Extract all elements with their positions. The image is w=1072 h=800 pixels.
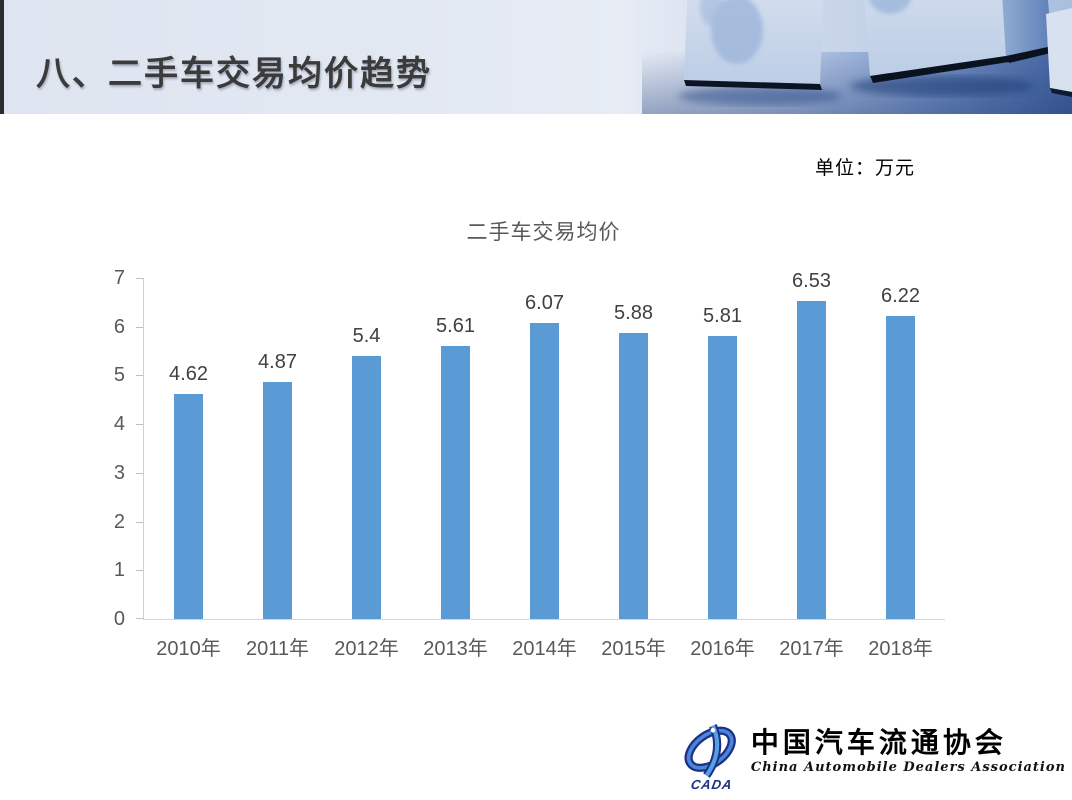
header-cubes-decoration — [642, 0, 1072, 114]
slide-title: 八、二手车交易均价趋势 — [36, 55, 432, 93]
bar-slot: 6.07 2014年 — [500, 278, 589, 660]
bar-slot: 5.81 2016年 — [678, 278, 767, 660]
bar-2012年 — [352, 356, 381, 619]
y-axis-tick-label: 6 — [113, 315, 125, 338]
bar-2010年 — [174, 394, 203, 619]
bar-value-label: 6.07 — [525, 292, 564, 314]
slide-header: 八、二手车交易均价趋势 — [0, 0, 1072, 114]
y-axis-tick-label: 4 — [113, 413, 125, 436]
cada-logo-text: 中国汽车流通协会 China Automobile Dealers Associ… — [750, 723, 1066, 776]
x-axis-label: 2016年 — [690, 638, 755, 660]
bar-2017年 — [797, 301, 826, 619]
x-axis-label: 2018年 — [868, 638, 933, 660]
cada-logo: CADA 中国汽车流通协会 China Automobile Dealers A… — [681, 723, 1066, 792]
bar-value-label: 4.62 — [169, 363, 208, 385]
y-axis-tick-label: 7 — [113, 267, 125, 289]
logo-en-name: China Automobile Dealers Association — [750, 760, 1066, 775]
bar-2018年 — [886, 316, 915, 619]
bar-value-label: 5.81 — [703, 305, 742, 327]
bar-slot: 6.53 2017年 — [767, 270, 856, 660]
bar-2015年 — [619, 333, 648, 619]
bar-value-label: 4.87 — [258, 351, 297, 373]
y-axis-tick-mark — [136, 375, 143, 377]
y-axis-tick-label: 5 — [113, 364, 125, 387]
x-axis-label: 2015年 — [601, 638, 666, 660]
bar-slot: 5.88 2015年 — [589, 278, 678, 660]
bar-slot: 6.22 2018年 — [856, 278, 945, 660]
cada-acronym-label: CADA — [689, 777, 734, 792]
x-axis-label: 2017年 — [779, 638, 844, 660]
y-axis-tick-mark — [136, 278, 143, 279]
x-axis-label: 2010年 — [156, 638, 221, 660]
x-axis-label: 2014年 — [512, 638, 577, 660]
header-left-strip — [0, 0, 4, 114]
plot-area: 4.62 2010年 4.87 2011年 5.4 2012年 5.61 2013年 6.07 2… — [136, 270, 945, 660]
x-axis-label: 2012年 — [334, 638, 399, 660]
y-axis-tick-label: 3 — [113, 461, 125, 484]
bar-value-label: 6.53 — [792, 270, 831, 292]
y-axis-tick-mark — [136, 472, 143, 474]
y-axis-tick-mark — [136, 521, 143, 523]
cada-logo-icon: CADA — [681, 723, 743, 792]
y-axis-tick-label: 1 — [113, 559, 125, 582]
y-axis-tick-mark — [136, 618, 143, 619]
bar-value-label: 5.61 — [436, 315, 475, 337]
bar-slot: 4.62 2010年 — [144, 278, 233, 660]
y-axis-tick-label: 0 — [113, 608, 125, 630]
bar-2011年 — [263, 382, 292, 619]
bar-slot: 5.61 2013年 — [411, 278, 500, 660]
chart-title: 二手车交易均价 — [466, 221, 621, 244]
unit-label: 单位：万元 — [815, 158, 916, 179]
bar-slot: 4.87 2011年 — [233, 278, 322, 660]
y-axis-tick-mark — [136, 326, 143, 328]
y-axis-tick-mark — [136, 570, 143, 572]
bar-2016年 — [708, 336, 737, 619]
y-axis-labels: 0 1 2 3 4 5 6 7 — [93, 267, 133, 630]
y-axis-tick-label: 2 — [113, 510, 125, 533]
bar-slot: 5.4 2012年 — [322, 278, 411, 660]
x-axis-label: 2013年 — [423, 638, 488, 660]
x-axis-label: 2011年 — [245, 638, 309, 660]
bar-2013年 — [441, 346, 470, 619]
logo-cn-name: 中国汽车流通协会 — [750, 726, 1007, 759]
bar-value-label: 6.22 — [881, 285, 920, 307]
bar-value-label: 5.88 — [614, 302, 653, 324]
bar-2014年 — [530, 323, 559, 619]
bar-value-label: 5.4 — [352, 325, 381, 347]
y-axis-tick-mark — [136, 424, 143, 426]
cada-swoosh-icon — [684, 724, 736, 778]
